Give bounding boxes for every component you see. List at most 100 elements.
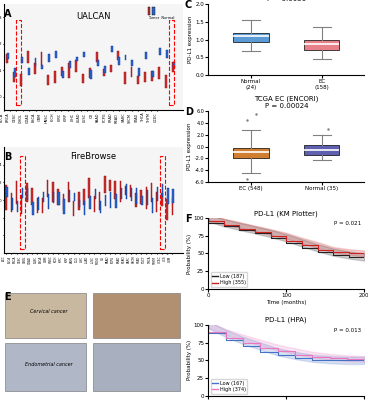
Bar [42,64,43,69]
Bar [47,75,49,85]
Text: P = 0.021: P = 0.021 [334,221,361,226]
Bar [47,180,49,197]
Bar [171,198,173,215]
Bar [99,192,100,210]
Bar [38,197,39,210]
Bar [75,60,77,72]
Bar [83,52,85,56]
Bar [124,72,125,84]
Bar [166,50,168,58]
Bar [53,192,54,203]
Bar [27,51,29,63]
Bar [6,54,8,63]
Bar [169,20,174,105]
Bar [136,188,137,204]
Text: Endometrial cancer: Endometrial cancer [25,362,72,367]
Bar [35,58,36,66]
Bar [96,52,98,62]
Bar [120,181,121,202]
Title: PD-L1 (KM Plotter): PD-L1 (KM Plotter) [254,210,318,216]
Bar [93,196,95,212]
Bar [84,201,85,215]
Text: B: B [4,152,11,162]
X-axis label: Time (months): Time (months) [266,300,307,305]
Bar [55,51,57,58]
PathPatch shape [304,40,340,50]
Bar [157,187,158,201]
Bar [131,188,132,201]
Y-axis label: Probability (%): Probability (%) [187,340,192,380]
Bar [57,189,59,205]
Title: TCGA EC (ENCORI)
P = 0.00024: TCGA EC (ENCORI) P = 0.00024 [254,96,318,109]
Bar [140,190,142,204]
Bar [42,198,43,213]
Title: PD-L1 (HPA): PD-L1 (HPA) [265,317,307,324]
Bar [22,188,23,198]
Bar [124,55,127,60]
Bar [43,192,44,202]
Bar [26,183,28,202]
Legend: Low (167), High (374): Low (167), High (374) [211,379,247,394]
Bar [58,192,60,205]
Bar [79,200,80,207]
Bar [20,74,22,86]
Bar [17,201,18,212]
Text: UALCAN: UALCAN [76,12,111,22]
Bar [7,54,9,59]
Bar [165,75,167,88]
PathPatch shape [233,148,269,158]
Bar [52,182,54,202]
Bar [11,198,13,210]
Bar [138,68,140,76]
Bar [62,71,64,78]
Bar [93,343,180,391]
Bar [16,20,21,105]
Bar [49,54,50,62]
Bar [78,192,79,210]
Bar [73,201,74,216]
PathPatch shape [304,145,340,156]
Bar [95,189,96,199]
Bar [159,48,161,54]
Y-axis label: Probability (%): Probability (%) [187,233,192,274]
Bar [110,65,112,72]
Bar [141,196,142,205]
Text: C: C [185,0,192,10]
Bar [116,194,117,208]
Bar [125,186,126,195]
Bar [152,7,155,14]
Bar [63,194,64,210]
Bar [105,195,106,206]
Bar [160,156,165,248]
Bar [76,57,78,61]
Bar [104,66,106,73]
Bar [28,68,29,74]
Bar [6,185,7,210]
Bar [104,176,106,193]
Bar [151,71,153,80]
Bar [68,63,70,78]
Bar [103,68,105,76]
Bar [69,61,71,68]
Bar [146,186,147,209]
Bar [68,182,69,202]
Text: P = 0.013: P = 0.013 [334,328,361,333]
Bar [173,62,175,68]
Text: Tumor  Normal: Tumor Normal [148,16,174,20]
PathPatch shape [233,33,269,42]
Text: D: D [185,107,193,117]
Bar [137,76,139,84]
Bar [54,71,56,83]
Bar [109,180,111,191]
Bar [74,193,75,201]
Bar [173,189,174,203]
Bar [100,201,101,212]
Bar [48,194,49,209]
Bar [162,184,163,197]
Bar [13,72,15,82]
Bar [82,74,84,83]
Bar [151,183,152,202]
Bar [121,188,122,199]
Bar [11,193,12,212]
Bar [135,192,137,207]
